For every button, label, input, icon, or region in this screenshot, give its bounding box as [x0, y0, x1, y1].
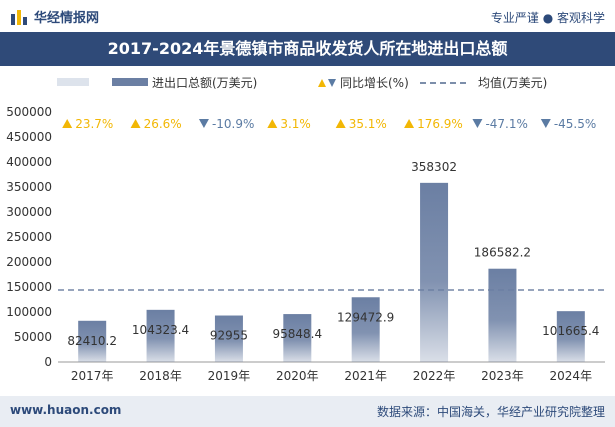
growth-label: -47.1% [485, 117, 527, 131]
value-label: 129472.9 [337, 310, 394, 324]
growth-label: 3.1% [280, 117, 311, 131]
chart-title: 2017-2024年景德镇市商品收发货人所在地进出口总额 [107, 39, 508, 58]
footer-website: www.huaon.com [10, 403, 122, 417]
slogan: 专业严谨 ● 客观科学 [490, 11, 605, 25]
growth-down-icon [472, 119, 483, 128]
value-label: 104323.4 [132, 323, 189, 337]
legend-up-triangle-icon [318, 79, 326, 87]
y-tick-label: 50000 [14, 330, 52, 344]
axes: 0 50000 100000 150000 200000 250000 300000 3500… [6, 105, 605, 383]
growth-labels: 23.7% 26.6% -10.9% 3.1% 35.1% 176.9% -47.1% -45… [62, 117, 596, 131]
growth-label: 35.1% [349, 117, 387, 131]
bar [214, 315, 243, 362]
footer-source: 数据来源：中国海关，华经产业研究院整理 [376, 405, 605, 419]
bar [283, 314, 312, 362]
x-tick-label: 2017年 [71, 369, 114, 383]
growth-label: -10.9% [212, 117, 254, 131]
growth-up-icon [267, 119, 278, 128]
brand-name: 华经情报网 [34, 11, 100, 26]
y-tick-label: 0 [44, 355, 52, 369]
bar [146, 309, 175, 362]
growth-label: -45.5% [554, 117, 596, 131]
y-tick-label: 500000 [6, 105, 52, 119]
x-tick-label: 2020年 [276, 369, 319, 383]
y-tick-label: 450000 [6, 130, 52, 144]
y-tick-label: 350000 [6, 180, 52, 194]
bar [488, 268, 517, 362]
x-tick-label: 2022年 [413, 369, 456, 383]
title-bar: 2017-2024年景德镇市商品收发货人所在地进出口总额 [0, 32, 615, 66]
brand-logo-icon [11, 9, 27, 25]
bar [420, 182, 449, 362]
value-label: 92955 [210, 329, 248, 343]
x-tick-label: 2024年 [550, 369, 593, 383]
y-tick-label: 400000 [6, 155, 52, 169]
value-label: 82410.2 [67, 334, 117, 348]
value-label: 358302 [411, 160, 457, 174]
y-tick-label: 200000 [6, 255, 52, 269]
value-label: 101665.4 [542, 324, 599, 338]
x-tick-label: 2021年 [344, 369, 387, 383]
growth-label: 176.9% [417, 117, 463, 131]
bars [78, 182, 585, 362]
legend-bar-swatch [112, 78, 148, 86]
growth-up-icon [404, 119, 415, 128]
legend-down-triangle-icon [328, 79, 336, 87]
top-bar: 华经情报网 专业严谨 ● 客观科学 [0, 0, 615, 32]
value-label: 95848.4 [273, 327, 323, 341]
legend-mean-label: 均值(万美元) [478, 75, 547, 90]
y-tick-label: 150000 [6, 280, 52, 294]
legend-growth-label: 同比增长(%) [340, 76, 409, 90]
growth-up-icon [62, 119, 73, 128]
value-label: 186582.2 [474, 246, 531, 260]
x-tick-label: 2023年 [481, 369, 524, 383]
y-tick-label: 300000 [6, 205, 52, 219]
y-tick-label: 100000 [6, 305, 52, 319]
legend-bar-label: 进出口总额(万美元) [152, 76, 257, 90]
y-tick-label: 250000 [6, 230, 52, 244]
bar [556, 311, 585, 362]
x-tick-label: 2019年 [208, 369, 251, 383]
growth-label: 26.6% [144, 117, 182, 131]
bar [351, 297, 380, 362]
bar [78, 320, 107, 362]
brand: 华经情报网 [10, 7, 99, 26]
growth-up-icon [130, 119, 141, 128]
growth-down-icon [540, 119, 551, 128]
legend-placeholder-swatch [57, 78, 89, 86]
x-tick-label: 2018年 [139, 369, 182, 383]
growth-down-icon [198, 119, 209, 128]
growth-up-icon [335, 119, 346, 128]
chart-svg: 进出口总额(万美元) 同比增长(%) 均值(万美元) 0 50000 100000 1… [6, 75, 605, 383]
value-labels: 82410.2 104323.4 92955 95848.4 129472.9 35830… [67, 160, 599, 348]
growth-label: 23.7% [75, 117, 113, 131]
footer: www.huaon.com 数据来源：中国海关，华经产业研究院整理 [0, 396, 615, 427]
legend: 进出口总额(万美元) 同比增长(%) 均值(万美元) [57, 75, 547, 90]
